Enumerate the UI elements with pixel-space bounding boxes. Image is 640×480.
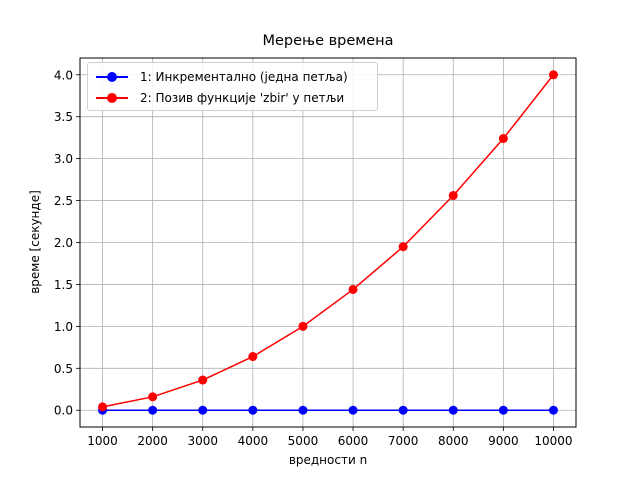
series-line-2	[102, 74, 555, 408]
data-point-marker	[348, 405, 358, 415]
data-point-marker	[298, 405, 308, 415]
data-point-marker	[148, 392, 158, 402]
data-point-marker	[98, 402, 108, 412]
y-tick-label: 0.0	[54, 404, 73, 418]
x-tick-label: 6000	[338, 434, 369, 448]
legend-item-incremental: 1: Инкрементално (једна петља)	[96, 69, 348, 85]
y-tick-label: 3.5	[54, 110, 73, 124]
y-tick-label: 2.0	[54, 236, 73, 250]
y-tick-label: 2.5	[54, 194, 73, 208]
y-tick-label: 4.0	[54, 68, 73, 82]
y-tick-label: 1.5	[54, 278, 73, 292]
data-point-marker	[448, 191, 458, 201]
data-point-marker	[298, 321, 308, 331]
x-tick-label: 8000	[438, 434, 469, 448]
y-axis-label: време [секунде]	[28, 190, 42, 294]
legend: 1: Инкрементално (једна петља) 2: Позив …	[87, 62, 378, 111]
legend-marker-red-icon	[96, 90, 128, 106]
legend-label: 2: Позив функције 'zbir' у петљи	[140, 91, 345, 105]
legend-marker-blue-icon	[96, 69, 128, 85]
x-tick-label: 5000	[288, 434, 319, 448]
data-point-marker	[198, 405, 208, 415]
y-tick-label: 0.5	[54, 362, 73, 376]
x-tick-label: 3000	[187, 434, 218, 448]
data-point-marker	[248, 405, 258, 415]
grid-lines	[80, 58, 576, 427]
axis-ticks: 1000 2000 3000 4000 5000 6000 7000 8000 9000 1000…	[54, 68, 573, 448]
x-tick-label: 7000	[388, 434, 419, 448]
x-tick-label: 2000	[137, 434, 168, 448]
data-point-marker	[348, 284, 358, 294]
x-tick-label: 10000	[534, 434, 572, 448]
data-point-marker	[198, 375, 208, 385]
data-point-marker	[248, 352, 258, 362]
data-point-marker	[148, 405, 158, 415]
x-tick-label: 9000	[488, 434, 519, 448]
legend-item-zbir-loop: 2: Позив функције 'zbir' у петљи	[96, 90, 344, 106]
data-point-marker	[448, 405, 458, 415]
data-point-marker	[398, 405, 408, 415]
data-series	[98, 70, 558, 415]
chart-title: Мерење времена	[262, 33, 394, 49]
x-tick-label: 4000	[238, 434, 269, 448]
legend-label: 1: Инкрементално (једна петља)	[140, 70, 348, 84]
data-point-marker	[548, 405, 558, 415]
x-axis-label: вредности n	[288, 453, 368, 467]
y-tick-label: 1.0	[54, 320, 73, 334]
data-point-marker	[398, 242, 408, 252]
y-tick-label: 3.0	[54, 152, 73, 166]
data-point-marker	[498, 134, 508, 144]
data-point-marker	[498, 405, 508, 415]
data-point-marker	[548, 70, 558, 80]
x-tick-label: 1000	[87, 434, 118, 448]
